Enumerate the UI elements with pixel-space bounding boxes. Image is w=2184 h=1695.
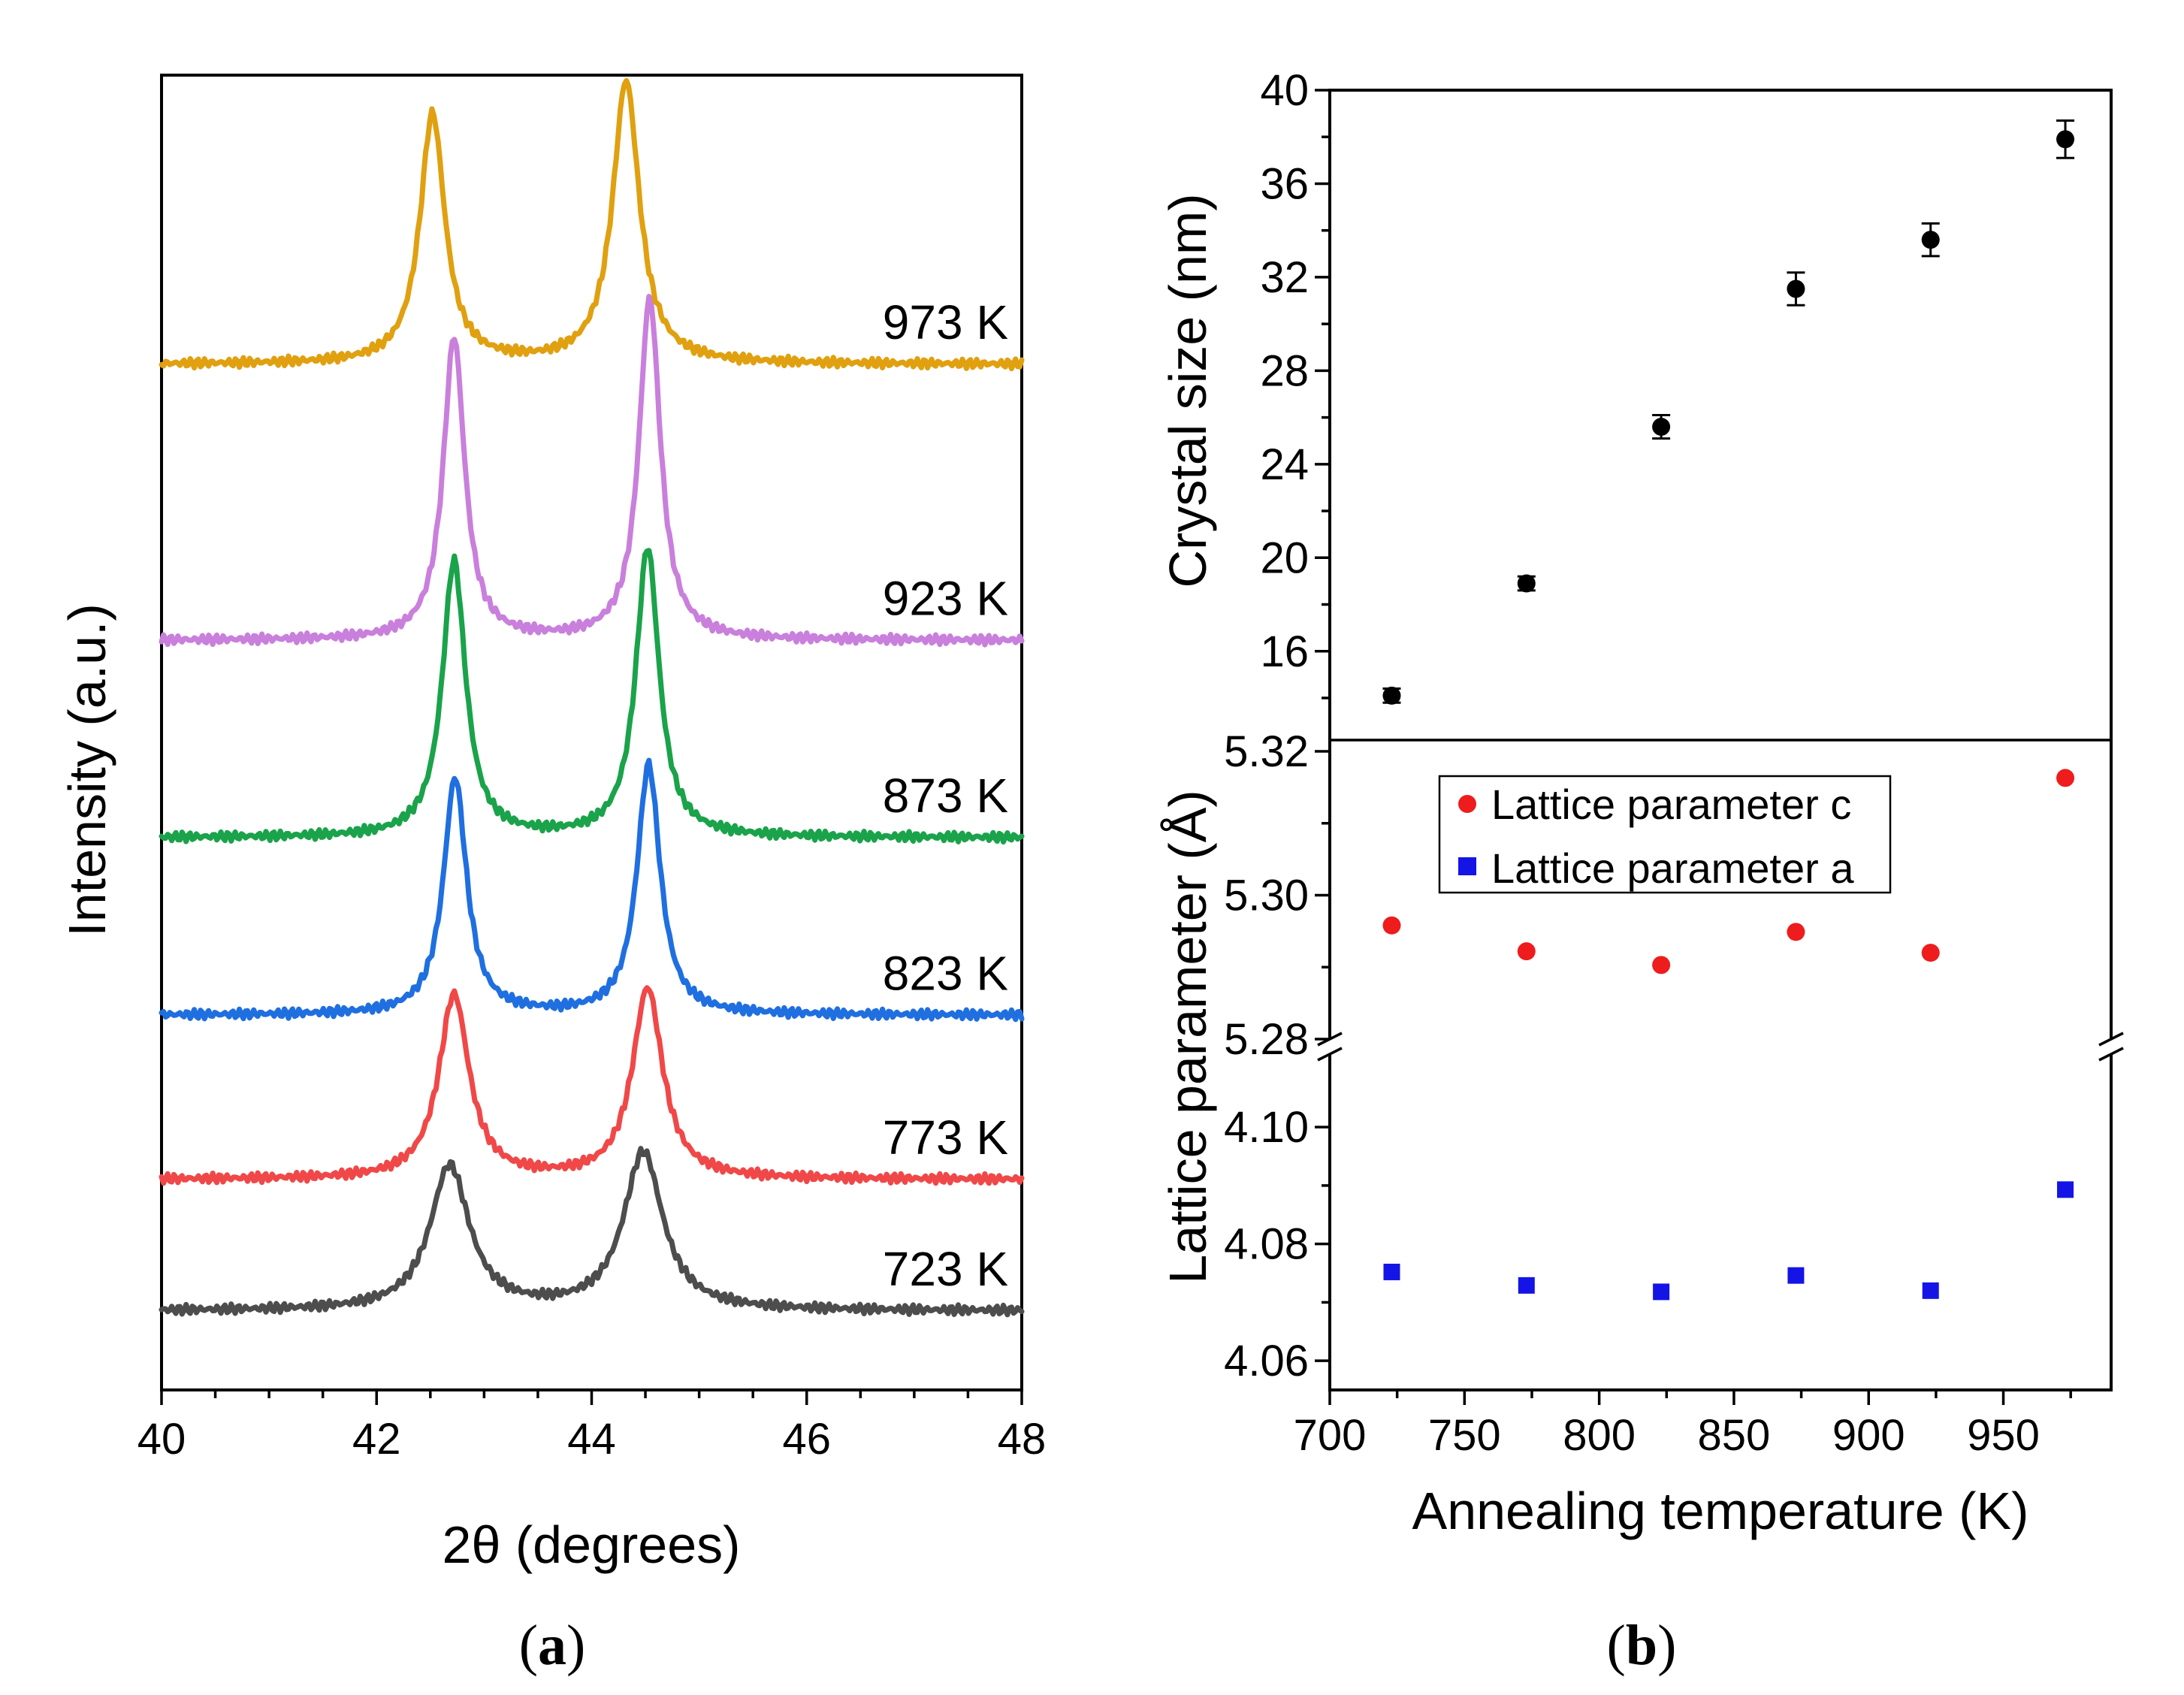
- y-tick-label: 4.10: [1224, 1103, 1309, 1152]
- panel-b-bottom-ylabel: Lattice parameter (Å): [1158, 790, 1217, 1283]
- trace-773k: [159, 985, 1025, 1186]
- panel-a-xlabel: 2θ (degrees): [443, 1515, 741, 1574]
- x-tick-label: 750: [1428, 1411, 1501, 1460]
- trace-723k: [159, 1146, 1025, 1318]
- trace-label: 973 K: [883, 295, 1008, 349]
- legend-marker-a: [1458, 857, 1476, 875]
- crystal-size-point: [1382, 686, 1401, 705]
- y-tick-label: 20: [1260, 533, 1309, 582]
- panel-a-caption: (a): [519, 1614, 586, 1677]
- legend-box: [1438, 775, 1892, 894]
- y-tick-label: 5.28: [1224, 1015, 1309, 1064]
- panel-b-marks: 16 20 24 28 32 36 40 5.28 5.30 5.32 4.06 4.08 4.10: [1224, 66, 2124, 1385]
- trace-label: 773 K: [883, 1110, 1008, 1165]
- lattice-c-point: [1921, 944, 1940, 962]
- trace-label: 723 K: [883, 1242, 1008, 1296]
- lattice-c-point: [1517, 942, 1536, 961]
- panel-a: 40 42 44 46 48 723 K 773 K 823 K 873 K 923 K 973 …: [58, 74, 1047, 1677]
- panel-a-ylabel: Intensity (a.u.): [58, 603, 116, 937]
- x-tick-label: 800: [1563, 1411, 1636, 1460]
- trace-label: 823 K: [883, 946, 1008, 1000]
- crystal-size-point: [1787, 279, 1805, 298]
- y-tick-label: 5.32: [1224, 727, 1309, 776]
- lattice-a-point: [2057, 1181, 2074, 1198]
- panel-b: 16 20 24 28 32 36 40 5.28 5.30 5.32 4.06 4.08 4.10 7…: [1158, 66, 2124, 1677]
- y-tick-label: 36: [1260, 159, 1309, 208]
- y-tick-label: 32: [1260, 253, 1309, 302]
- legend-marker-c: [1458, 795, 1476, 813]
- panel-a-trace-labels: 723 K 773 K 823 K 873 K 923 K 973 K: [883, 295, 1008, 1296]
- lattice-a-point: [1383, 1263, 1400, 1280]
- panel-b-crystal-size: [1382, 119, 2075, 705]
- trace-label: 923 K: [883, 572, 1008, 626]
- lattice-a-point: [1787, 1267, 1805, 1284]
- panel-b-xlabel: Annealing temperature (K): [1412, 1482, 2029, 1540]
- x-tick-label: 700: [1294, 1411, 1367, 1460]
- lattice-a-point: [1518, 1277, 1535, 1294]
- legend: Lattice parameter c Lattice parameter a: [1438, 775, 1892, 894]
- panel-b-x-ticks: 700 750 800 850 900 950: [1294, 1390, 2072, 1460]
- lattice-c-point: [1382, 916, 1401, 935]
- crystal-size-point: [1517, 574, 1536, 593]
- axis-break-right: [2100, 1039, 2122, 1054]
- break-mark: [2098, 1047, 2124, 1062]
- panel-a-frame: [160, 74, 1023, 1391]
- legend-label-a: Lattice parameter a: [1491, 844, 1854, 892]
- break-mark: [1317, 1047, 1343, 1062]
- panel-b-lattice: [1382, 769, 2075, 1301]
- lattice-a-point: [1922, 1282, 1939, 1299]
- trace-label: 873 K: [883, 769, 1008, 823]
- break-mark: [1317, 1032, 1343, 1047]
- x-tick-label: 42: [352, 1415, 401, 1464]
- y-tick-label: 28: [1260, 346, 1309, 395]
- legend-label-c: Lattice parameter c: [1491, 781, 1851, 828]
- panel-b-top-ylabel: Crystal size (nm): [1158, 193, 1217, 588]
- panel-a-x-ticks: 40 42 44 46 48: [137, 1390, 1047, 1464]
- trace-873k: [159, 548, 1025, 844]
- trace-823k: [159, 757, 1025, 1023]
- crystal-size-point: [1921, 231, 1940, 249]
- trace-973k: [159, 77, 1025, 372]
- y-tick-label: 16: [1260, 627, 1309, 676]
- x-tick-label: 900: [1832, 1411, 1905, 1460]
- trace-923k: [159, 294, 1025, 648]
- panel-a-traces: [159, 77, 1025, 1318]
- break-mark: [2098, 1032, 2124, 1047]
- lattice-c-point: [2056, 769, 2075, 787]
- y-tick-label: 40: [1260, 66, 1309, 115]
- x-tick-label: 850: [1698, 1411, 1771, 1460]
- x-tick-label: 950: [1967, 1411, 2040, 1460]
- y-tick-label: 5.30: [1224, 872, 1309, 920]
- x-tick-label: 46: [782, 1415, 831, 1464]
- x-tick-label: 40: [137, 1415, 186, 1464]
- axis-break-left: [1319, 1039, 1341, 1054]
- y-tick-label: 4.08: [1224, 1220, 1309, 1269]
- x-tick-label: 44: [567, 1415, 616, 1464]
- lattice-c-point: [1652, 956, 1671, 974]
- y-tick-label: 4.06: [1224, 1337, 1309, 1385]
- lattice-a-point: [1653, 1283, 1670, 1301]
- x-tick-label: 48: [998, 1415, 1047, 1464]
- crystal-size-point: [2056, 130, 2075, 149]
- lattice-c-point: [1787, 923, 1805, 941]
- panel-b-caption: (b): [1607, 1614, 1677, 1677]
- y-tick-label: 24: [1260, 440, 1309, 489]
- crystal-size-point: [1652, 418, 1671, 437]
